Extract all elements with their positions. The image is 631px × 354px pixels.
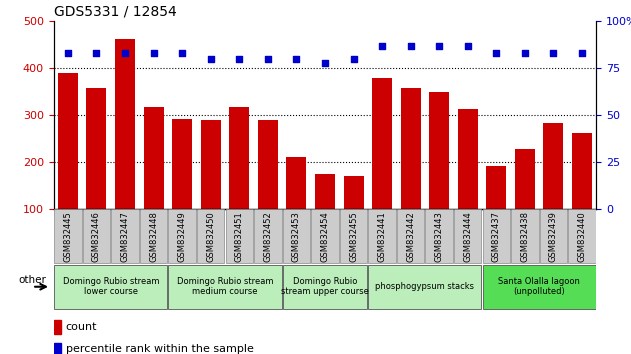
- Text: percentile rank within the sample: percentile rank within the sample: [66, 344, 254, 354]
- Text: Domingo Rubio stream
lower course: Domingo Rubio stream lower course: [62, 277, 159, 296]
- Bar: [111, 210, 139, 263]
- Bar: [54, 343, 61, 354]
- Bar: [115, 39, 135, 256]
- Bar: [397, 210, 425, 263]
- Bar: [254, 210, 281, 263]
- Bar: [483, 265, 596, 309]
- Text: GSM832450: GSM832450: [206, 211, 215, 262]
- Text: GSM832440: GSM832440: [577, 211, 586, 262]
- Text: Domingo Rubio stream
medium course: Domingo Rubio stream medium course: [177, 277, 273, 296]
- Bar: [258, 120, 278, 256]
- Point: [177, 50, 187, 56]
- Text: GSM832437: GSM832437: [492, 211, 501, 262]
- Bar: [86, 88, 107, 256]
- Point: [91, 50, 102, 56]
- Text: phosphogypsum stacks: phosphogypsum stacks: [375, 282, 475, 291]
- Point: [520, 50, 530, 56]
- Text: GSM832453: GSM832453: [292, 211, 301, 262]
- Bar: [401, 88, 421, 256]
- Text: GSM832444: GSM832444: [463, 211, 472, 262]
- Text: count: count: [66, 322, 97, 332]
- Text: GSM832442: GSM832442: [406, 211, 415, 262]
- Point: [206, 56, 216, 62]
- Bar: [511, 210, 539, 263]
- Bar: [569, 210, 596, 263]
- Bar: [144, 107, 163, 256]
- Point: [148, 50, 158, 56]
- Text: other: other: [19, 275, 47, 285]
- Bar: [286, 157, 307, 256]
- Point: [577, 50, 587, 56]
- Bar: [168, 265, 281, 309]
- Point: [434, 43, 444, 48]
- Bar: [54, 265, 167, 309]
- Text: GSM832451: GSM832451: [235, 211, 244, 262]
- Bar: [315, 174, 335, 256]
- Point: [377, 43, 387, 48]
- Point: [63, 50, 73, 56]
- Text: Santa Olalla lagoon
(unpolluted): Santa Olalla lagoon (unpolluted): [498, 277, 580, 296]
- Bar: [54, 320, 61, 334]
- Bar: [372, 78, 392, 256]
- Text: GSM832454: GSM832454: [321, 211, 329, 262]
- Point: [348, 56, 358, 62]
- Text: GDS5331 / 12854: GDS5331 / 12854: [54, 5, 177, 19]
- Bar: [369, 210, 396, 263]
- Text: GSM832445: GSM832445: [64, 211, 73, 262]
- Bar: [429, 92, 449, 256]
- Bar: [572, 133, 592, 256]
- Bar: [229, 107, 249, 256]
- Bar: [283, 265, 367, 309]
- Point: [320, 60, 330, 65]
- Text: GSM832449: GSM832449: [178, 211, 187, 262]
- Text: GSM832455: GSM832455: [349, 211, 358, 262]
- Point: [292, 56, 302, 62]
- Text: GSM832446: GSM832446: [92, 211, 101, 262]
- Bar: [457, 109, 478, 256]
- Bar: [201, 120, 221, 256]
- Point: [463, 43, 473, 48]
- Bar: [140, 210, 167, 263]
- Text: Domingo Rubio
stream upper course: Domingo Rubio stream upper course: [281, 277, 369, 296]
- Text: GSM832443: GSM832443: [435, 211, 444, 262]
- Bar: [58, 73, 78, 256]
- Text: GSM832452: GSM832452: [263, 211, 273, 262]
- Point: [262, 56, 273, 62]
- Text: GSM832448: GSM832448: [149, 211, 158, 262]
- Point: [548, 50, 558, 56]
- Bar: [515, 149, 535, 256]
- Bar: [487, 166, 506, 256]
- Bar: [540, 210, 567, 263]
- Bar: [543, 123, 563, 256]
- Bar: [172, 119, 192, 256]
- Text: GSM832447: GSM832447: [121, 211, 129, 262]
- Bar: [454, 210, 481, 263]
- Text: GSM832439: GSM832439: [549, 211, 558, 262]
- Bar: [225, 210, 253, 263]
- Text: GSM832438: GSM832438: [521, 211, 529, 262]
- Bar: [425, 210, 453, 263]
- Bar: [283, 210, 310, 263]
- Text: GSM832441: GSM832441: [377, 211, 387, 262]
- Bar: [369, 265, 481, 309]
- Point: [406, 43, 416, 48]
- Bar: [168, 210, 196, 263]
- Bar: [54, 210, 81, 263]
- Bar: [340, 210, 367, 263]
- Bar: [483, 210, 510, 263]
- Bar: [83, 210, 110, 263]
- Bar: [197, 210, 225, 263]
- Bar: [343, 176, 363, 256]
- Point: [492, 50, 502, 56]
- Point: [234, 56, 244, 62]
- Point: [120, 50, 130, 56]
- Bar: [311, 210, 339, 263]
